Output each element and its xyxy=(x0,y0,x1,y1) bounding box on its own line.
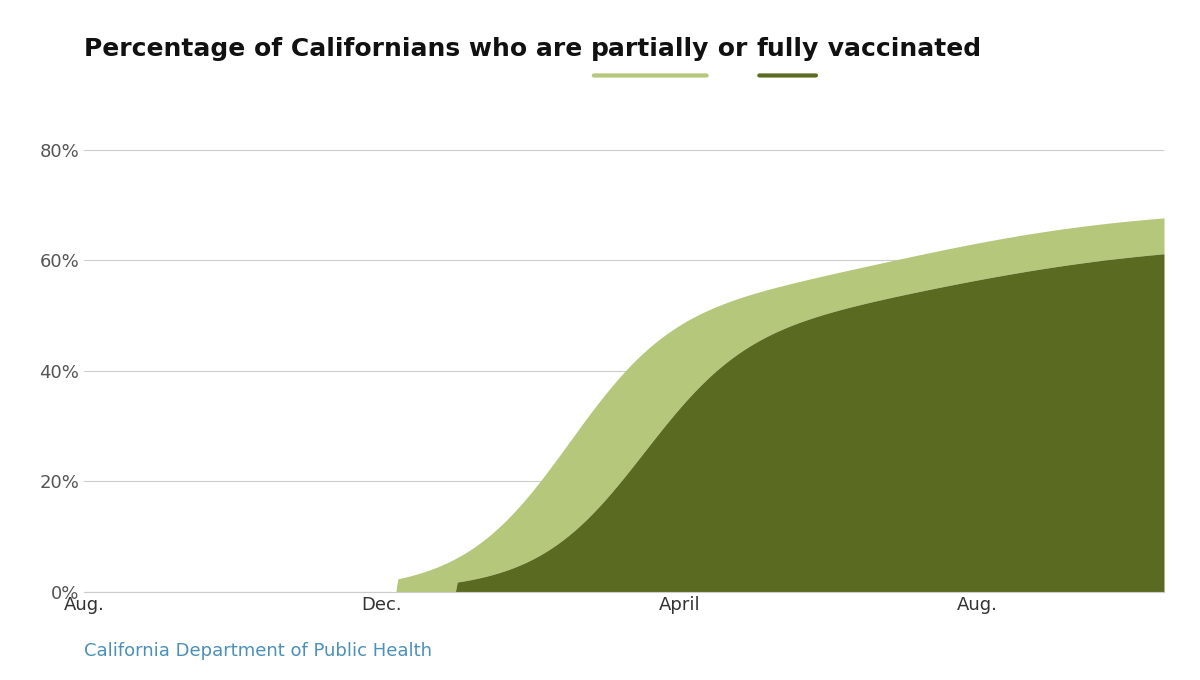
Text: vaccinated: vaccinated xyxy=(818,37,980,61)
Text: Percentage of Californians who are: Percentage of Californians who are xyxy=(84,37,592,61)
Text: or: or xyxy=(709,37,756,61)
Text: fully: fully xyxy=(756,37,818,61)
Text: partially: partially xyxy=(592,37,709,61)
Text: California Department of Public Health: California Department of Public Health xyxy=(84,642,432,660)
